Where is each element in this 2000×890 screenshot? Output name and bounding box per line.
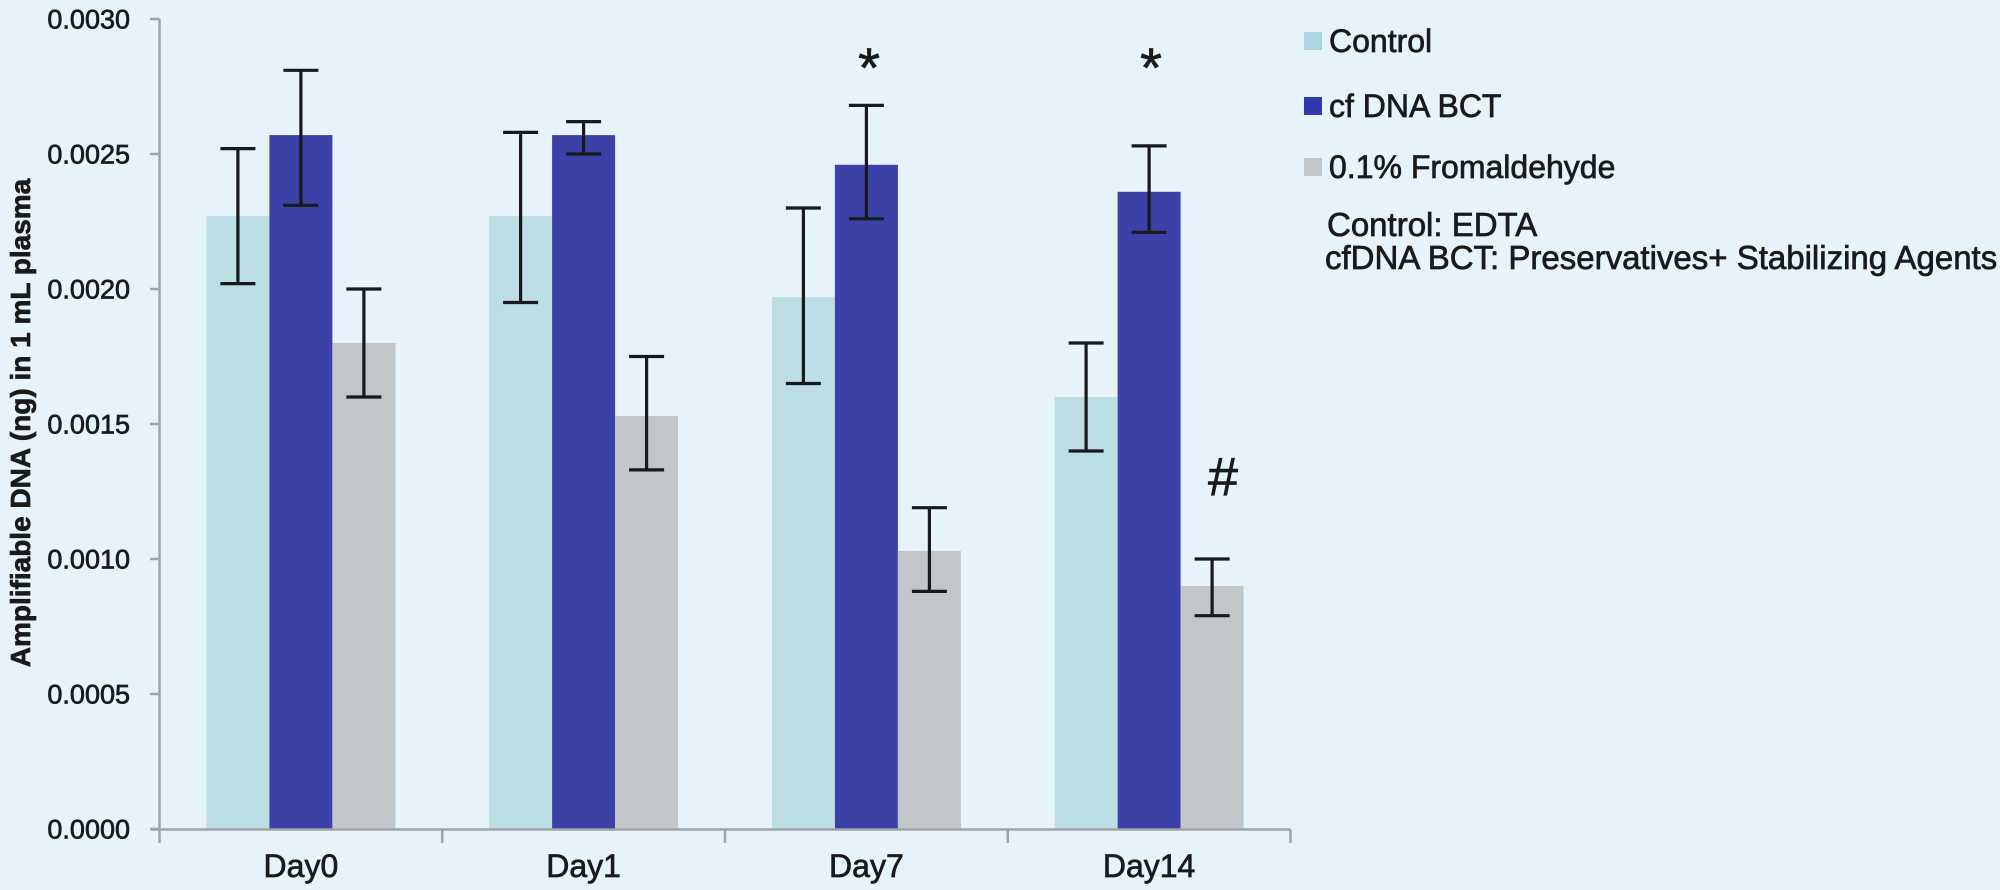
svg-text:0.0020: 0.0020 <box>47 275 130 305</box>
svg-text:0.0025: 0.0025 <box>47 140 130 170</box>
svg-text:Control: Control <box>1329 23 1432 59</box>
svg-text:Control: EDTA: Control: EDTA <box>1327 206 1537 243</box>
svg-text:0.1% Fromaldehyde: 0.1% Fromaldehyde <box>1329 149 1615 185</box>
svg-text:*: * <box>1140 36 1162 99</box>
svg-text:0.0015: 0.0015 <box>47 410 130 440</box>
svg-text:Day1: Day1 <box>546 848 621 884</box>
svg-text:0.0005: 0.0005 <box>47 680 130 710</box>
svg-text:cfDNA BCT: Preservatives+ Stab: cfDNA BCT: Preservatives+ Stabilizing Ag… <box>1325 239 1997 276</box>
svg-text:Day0: Day0 <box>264 848 339 884</box>
svg-text:cf DNA BCT: cf DNA BCT <box>1329 88 1501 124</box>
svg-text:Day14: Day14 <box>1103 848 1196 884</box>
svg-text:Amplifiable DNA (ng) in 1 mL p: Amplifiable DNA (ng) in 1 mL plasma <box>5 178 36 667</box>
svg-text:0.0000: 0.0000 <box>47 815 130 845</box>
svg-text:*: * <box>858 36 880 99</box>
svg-text:0.0030: 0.0030 <box>47 5 130 35</box>
svg-text:0.0010: 0.0010 <box>47 545 130 575</box>
svg-text:Day7: Day7 <box>829 848 904 884</box>
svg-text:#: # <box>1208 447 1238 507</box>
